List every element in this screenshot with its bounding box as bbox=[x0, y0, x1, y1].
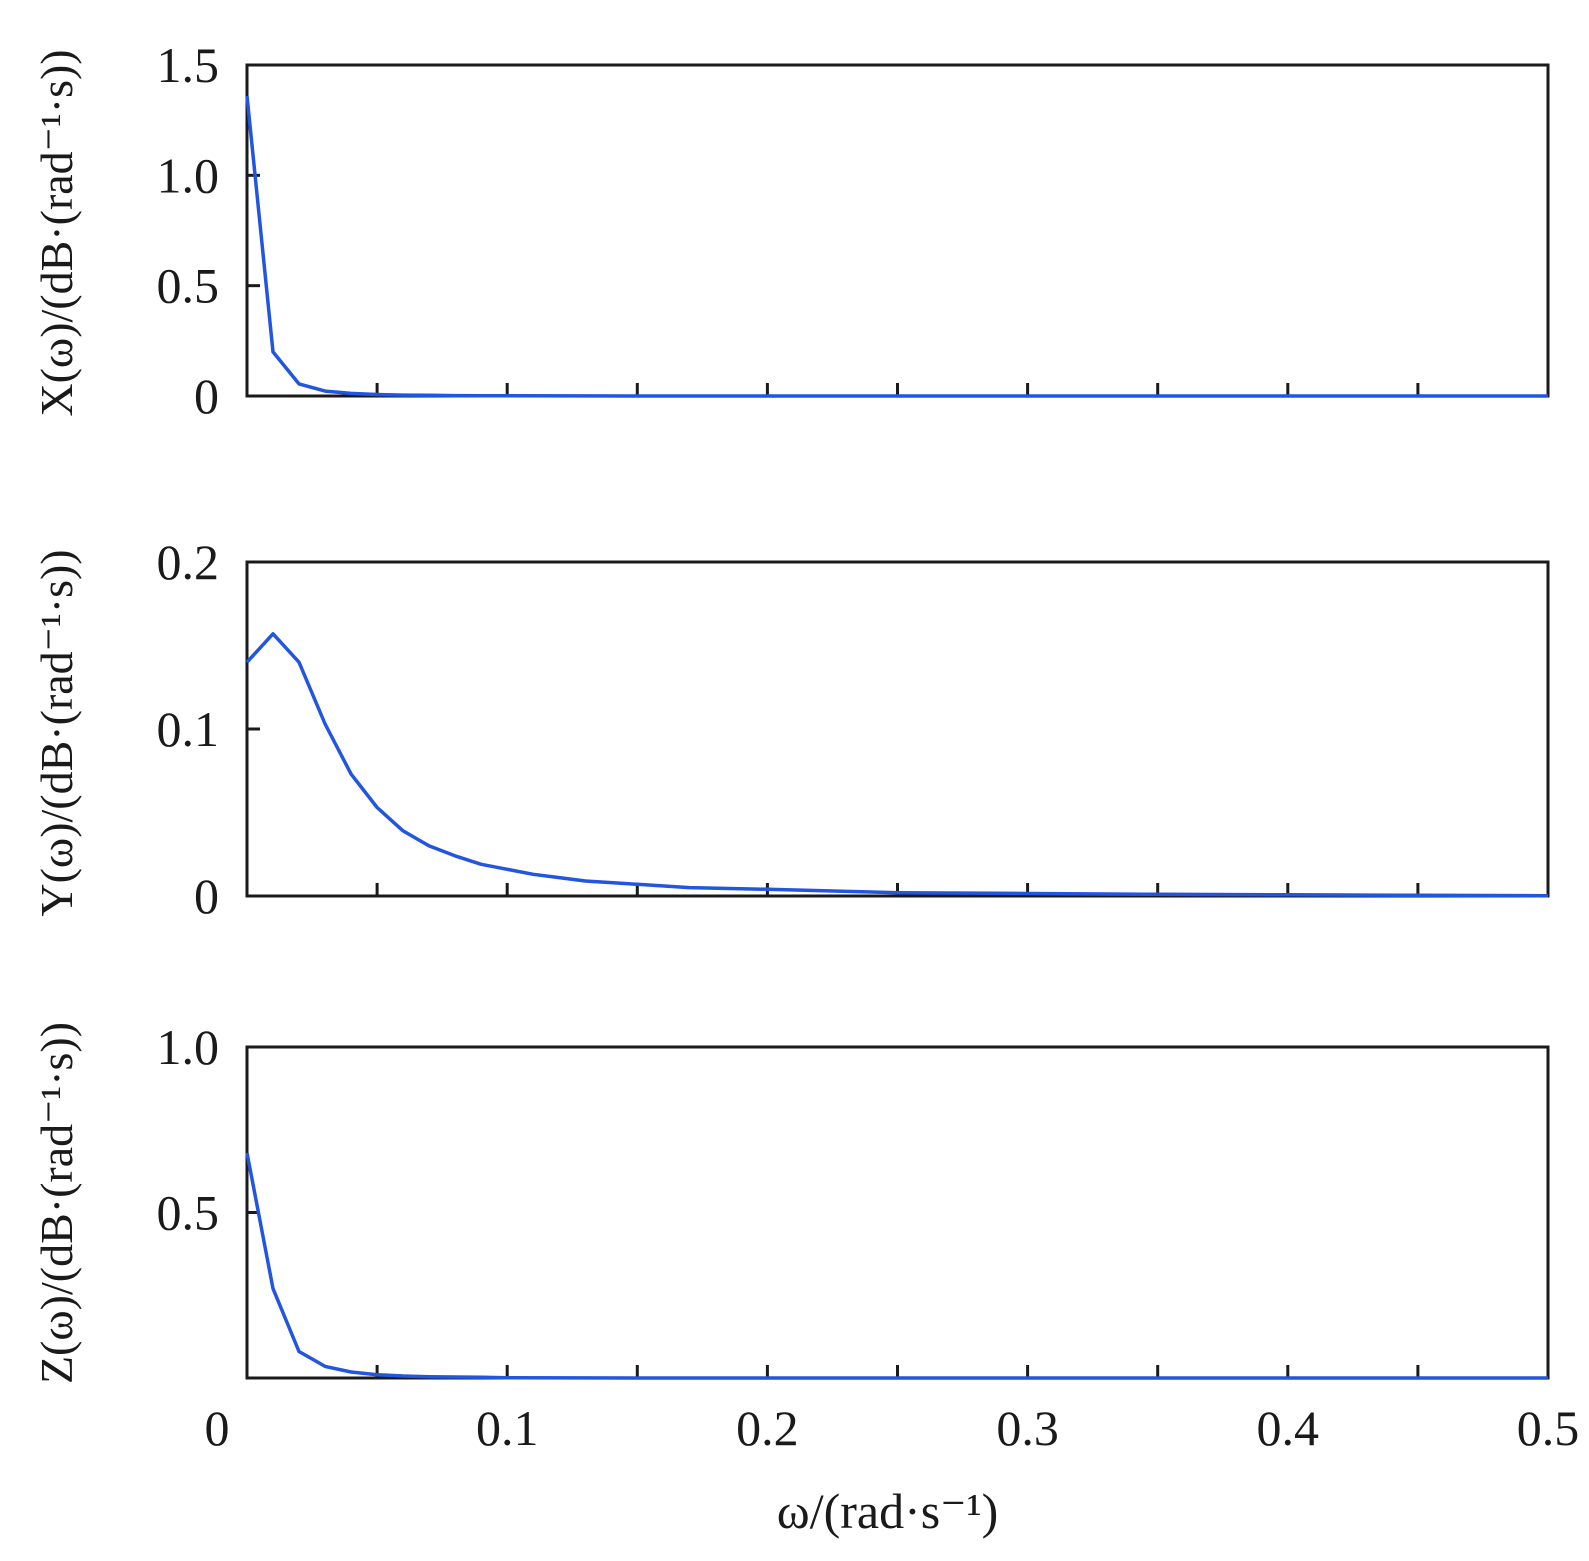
panel-2-y-axis-label: Y(ω)/(dB·(rad⁻¹·s)) bbox=[31, 549, 82, 916]
x-tick-label: 0.5 bbox=[1517, 1400, 1580, 1456]
panel-3-y-tick-label: 0.5 bbox=[157, 1185, 220, 1241]
panel-3-series-line bbox=[245, 1152, 1548, 1380]
x-tick-label: 0 bbox=[205, 1400, 230, 1456]
panel-2-frame bbox=[245, 560, 1550, 898]
panel-1-y-tick-label: 1.5 bbox=[157, 37, 220, 93]
panel-1-series-line bbox=[245, 95, 1548, 398]
panel-1-y-tick-label: 0.5 bbox=[157, 258, 220, 314]
panel-3-y-axis-label: Z(ω)/(dB·(rad⁻¹·s)) bbox=[31, 1022, 82, 1384]
x-tick-label: 0.1 bbox=[476, 1400, 539, 1456]
x-tick-label: 0.4 bbox=[1257, 1400, 1320, 1456]
panel-2-y-tick-label: 0.1 bbox=[157, 701, 220, 757]
panel-2-series-line bbox=[245, 632, 1549, 898]
panel-1-y-tick-label: 0 bbox=[194, 368, 219, 424]
panel-1-y-axis-label: X(ω)/(dB·(rad⁻¹·s)) bbox=[31, 49, 82, 416]
x-tick-label: 0.2 bbox=[736, 1400, 799, 1456]
x-tick-label: 0.3 bbox=[996, 1400, 1059, 1456]
panel-2-y-tick-label: 0 bbox=[194, 868, 219, 924]
panel-1-y-tick-label: 1.0 bbox=[157, 147, 220, 203]
panel-3-y-tick-label: 1.0 bbox=[157, 1019, 220, 1075]
panel-1-frame bbox=[245, 63, 1550, 398]
panel-3-frame bbox=[245, 1045, 1550, 1380]
x-axis-title: ω/(rad·s⁻¹) bbox=[777, 1483, 998, 1539]
panel-2-y-tick-label: 0.2 bbox=[157, 534, 220, 590]
